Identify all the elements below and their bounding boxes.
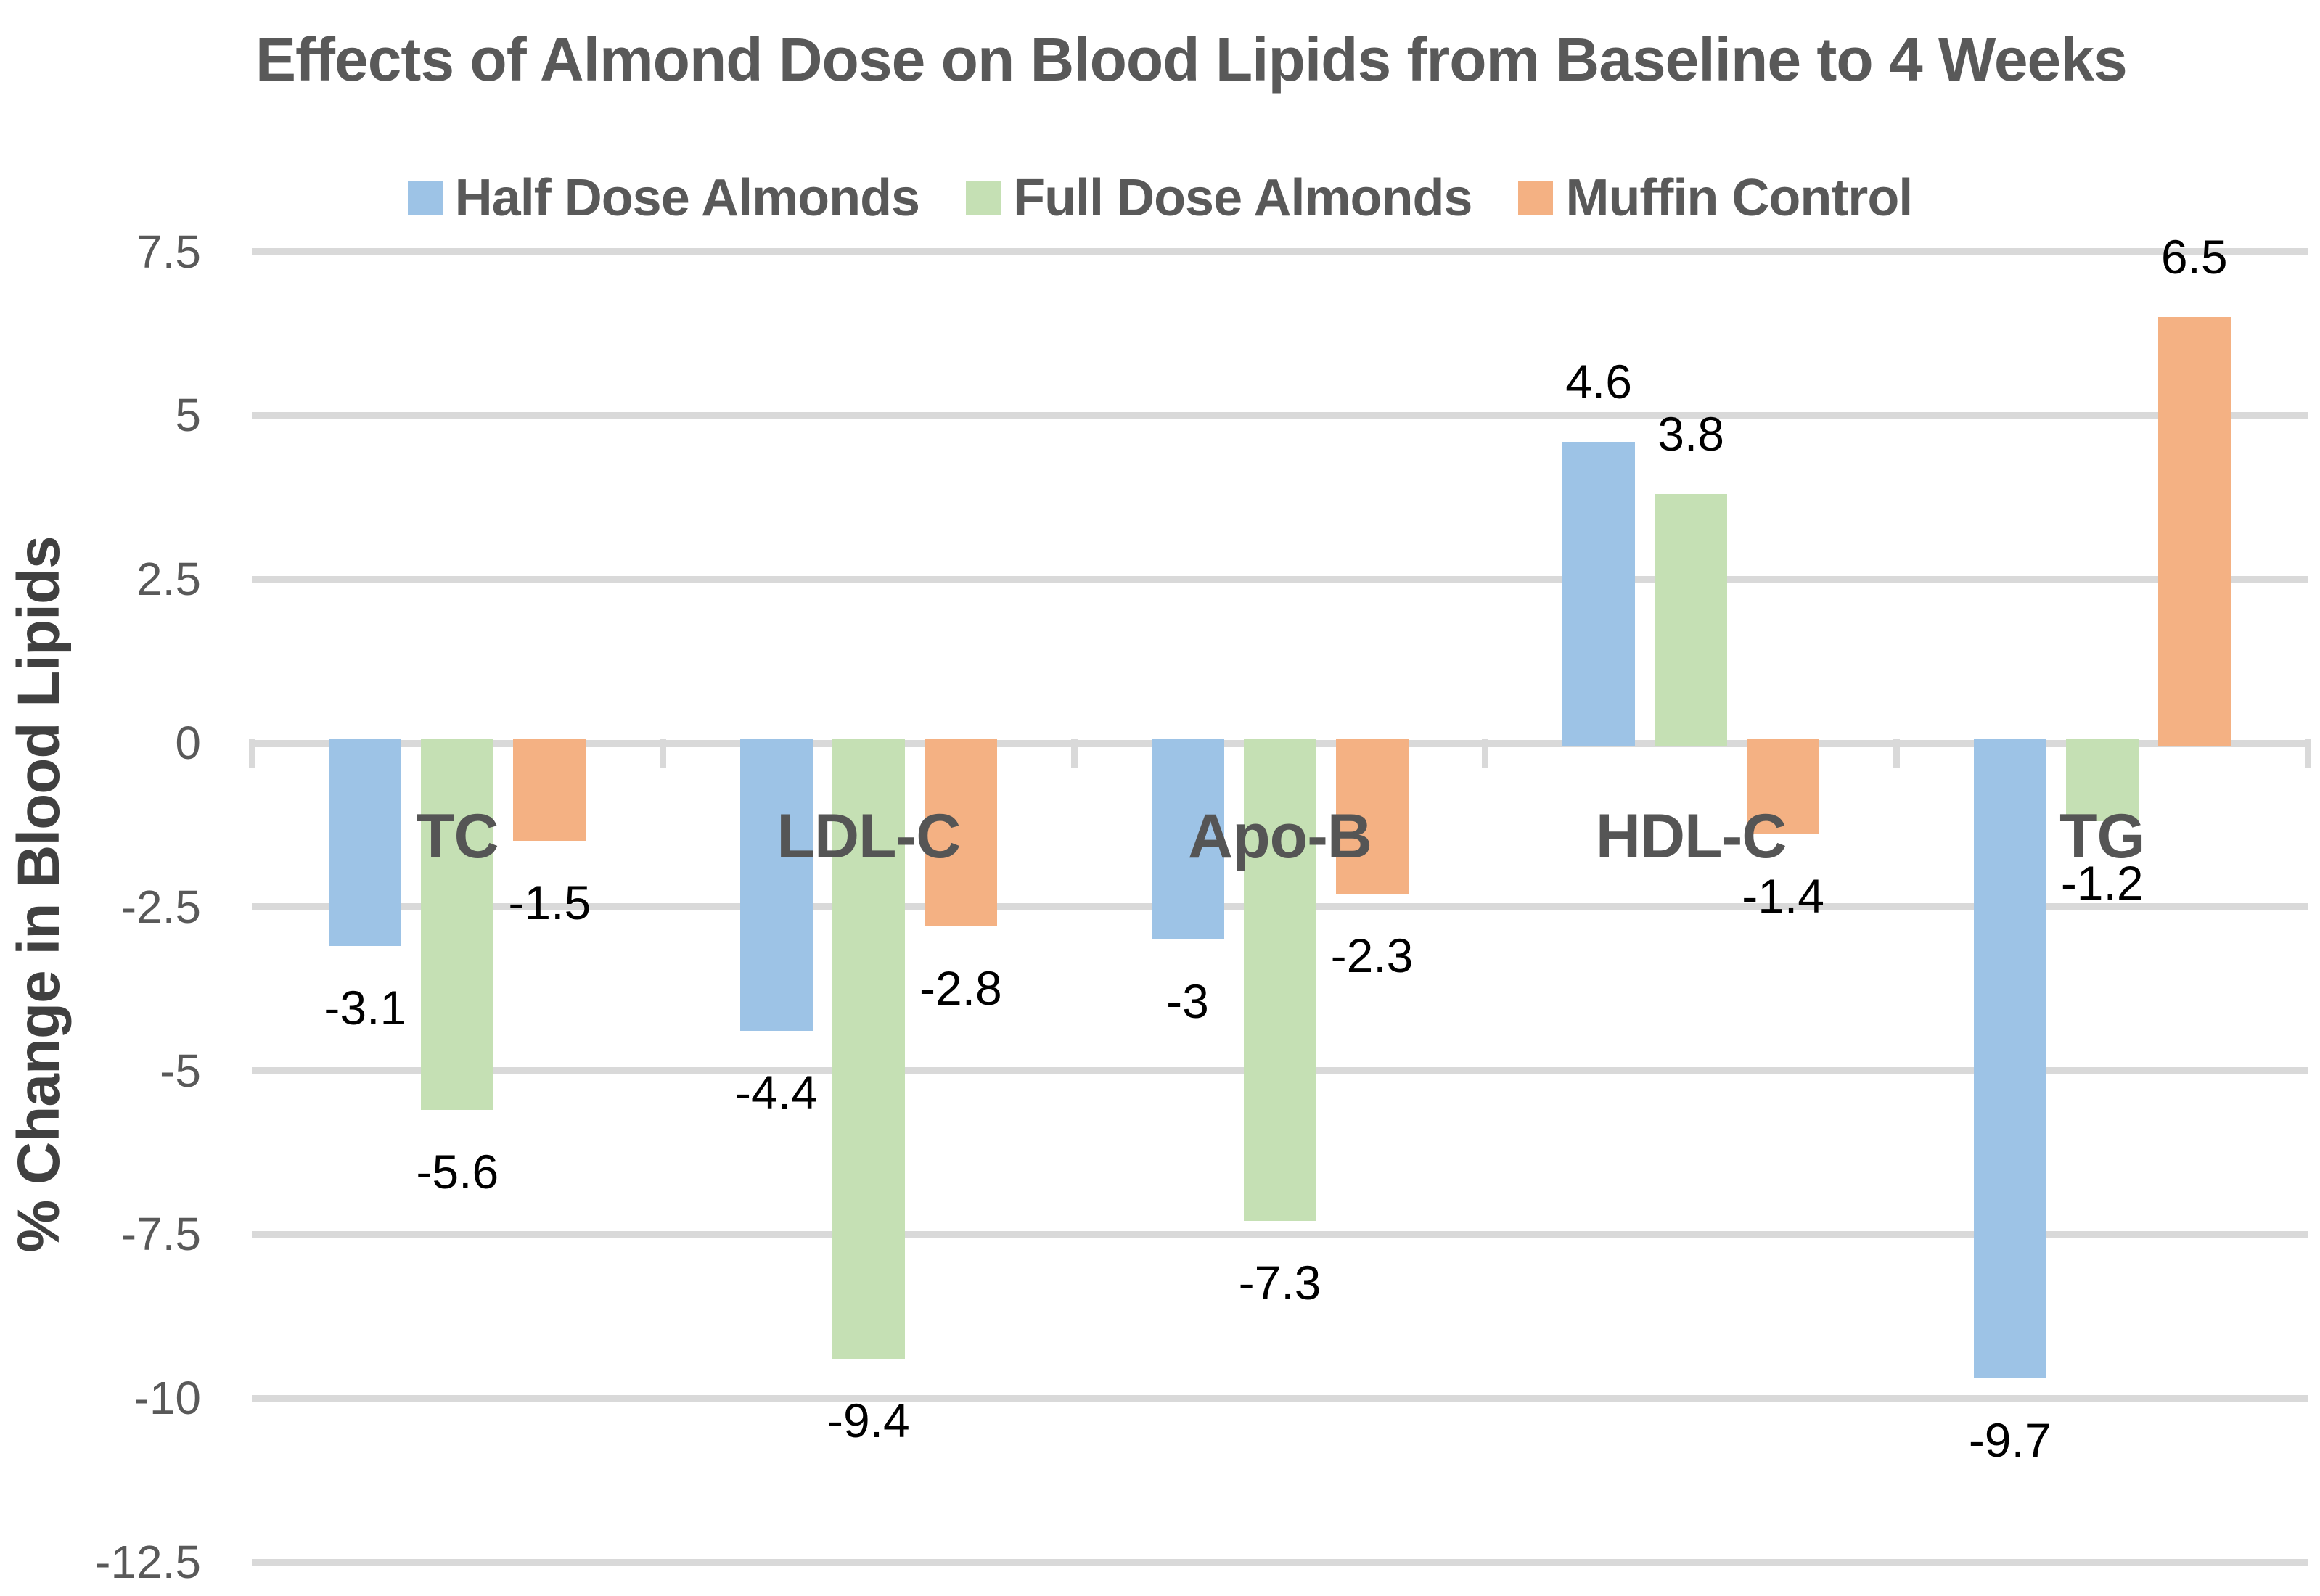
bar [1562,441,1636,746]
gridline [252,1558,2308,1566]
gridline [252,1394,2308,1402]
data-label: -9.7 [1968,1413,2051,1468]
data-label: -1.2 [2060,856,2144,910]
legend-label: Full Dose Almonds [1013,169,1472,227]
y-tick-label: -10 [134,1372,202,1425]
category-label: Apo-B [1188,802,1372,871]
bar [832,739,905,1359]
gridline [252,1230,2308,1238]
bar [1973,739,2046,1379]
category-label: TC [416,802,499,871]
y-tick-label: 0 [175,717,201,769]
legend-item: Full Dose Almonds [966,168,1472,228]
category-label: LDL-C [776,802,961,871]
data-label: -1.5 [508,876,591,930]
data-label: -2.8 [919,961,1002,1015]
bar [1747,739,1820,835]
y-tick-label: -7.5 [120,1208,201,1261]
data-label: -7.3 [1238,1256,1321,1310]
bar [421,739,494,1110]
bar [2157,316,2231,746]
legend-item: Muffin Control [1518,168,1913,228]
category-label: HDL-C [1595,802,1787,871]
axis-tick [1893,739,1900,768]
legend-item: Half Dose Almonds [407,168,920,228]
legend-swatch-icon [1518,181,1554,215]
data-label: 3.8 [1657,406,1724,461]
y-tick-label: -2.5 [120,880,201,933]
y-tick-label: 2.5 [136,553,201,606]
gridline [252,411,2308,419]
axis-tick [660,739,667,768]
y-tick-label: 5 [175,389,201,442]
legend-label: Half Dose Almonds [454,169,920,227]
gridline [252,575,2308,583]
data-label: 4.6 [1565,354,1632,408]
data-label: 6.5 [2160,229,2228,284]
axis-tick [2304,739,2311,768]
bar [1655,493,1728,746]
y-tick-label: 7.5 [136,225,201,278]
y-tick-label: -12.5 [95,1536,201,1588]
bar [2065,739,2139,822]
legend-label: Muffin Control [1565,169,1913,227]
bar [739,739,813,1032]
data-label: -1.4 [1742,869,1824,924]
axis-tick [1482,739,1489,768]
data-label: -3.1 [324,980,407,1034]
data-label: -4.4 [735,1066,818,1120]
bar [329,739,402,946]
y-tick-label: -5 [160,1044,201,1097]
bar [1335,739,1409,894]
data-label: -3 [1166,974,1209,1028]
data-label: -2.3 [1330,928,1414,982]
category-label: TG [2059,802,2145,871]
data-label: -9.4 [827,1394,910,1447]
legend-swatch-icon [966,181,1001,215]
bar [513,739,586,842]
legend: Half Dose Almonds Full Dose Almonds Muffin… [0,168,2320,228]
gridline [252,248,2308,255]
axis-tick [1070,739,1078,768]
data-label: -5.6 [416,1144,499,1198]
bar [924,739,997,926]
chart-title: Effects of Almond Dose on Blood Lipids f… [255,25,2128,94]
legend-swatch-icon [407,181,443,215]
axis-tick [248,739,255,768]
bar [1151,739,1224,939]
bar [1243,739,1316,1222]
